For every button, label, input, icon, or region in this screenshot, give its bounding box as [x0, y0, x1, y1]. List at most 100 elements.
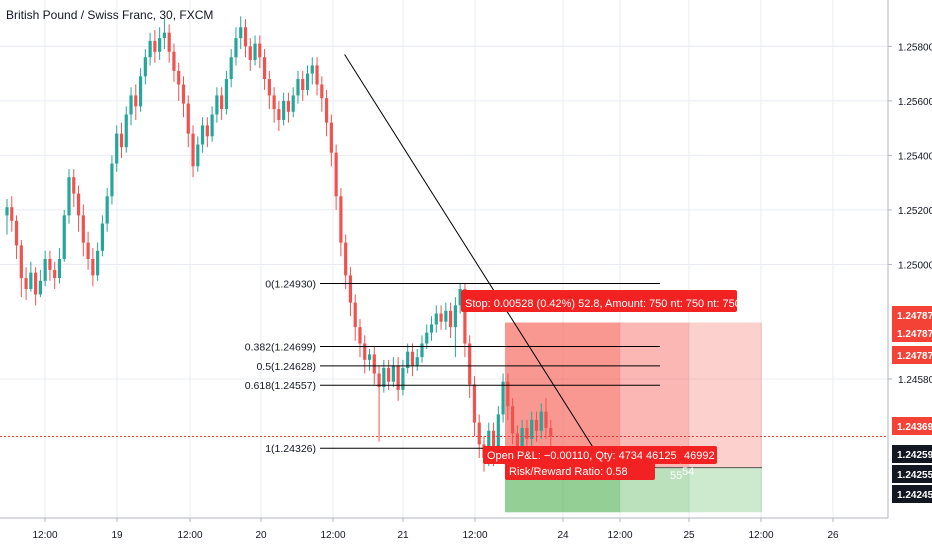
candle — [248, 38, 252, 71]
candle — [301, 70, 305, 101]
rr-label-group: Risk/Reward Ratio: 0.58 — [505, 462, 655, 480]
candle — [525, 419, 529, 450]
candle-body — [520, 428, 524, 450]
candle — [14, 215, 19, 259]
candle — [272, 87, 276, 123]
candle-body — [43, 259, 47, 281]
extra-label-2-group: 46992 — [680, 446, 717, 464]
price-badge-label: 1.24245 — [897, 490, 932, 501]
candle-body — [129, 95, 133, 115]
candle-body — [29, 272, 33, 289]
extra-label-1: 46125 — [646, 450, 677, 462]
candle-body — [353, 302, 357, 328]
candle — [177, 62, 181, 101]
candle-body — [329, 122, 333, 153]
candle-body — [48, 259, 52, 270]
candle — [348, 267, 353, 317]
candle-body — [248, 46, 252, 60]
candle — [105, 188, 109, 232]
candle — [449, 302, 453, 339]
extra-label-4: 54 — [682, 466, 694, 478]
time-axis[interactable]: 12:00 19 12:00 20 12:00 21 12:00 24 12:00 25 12:00… — [0, 517, 932, 550]
fib-label: 1(1.24326) — [265, 443, 316, 455]
price-badge-label: 1.24255 — [897, 470, 932, 481]
stop-label: Stop: 0.00528 (0.42%) 52.8, Amount: 750 … — [465, 298, 741, 310]
candle-body — [5, 207, 9, 216]
candle — [29, 261, 33, 292]
candle — [439, 305, 443, 330]
candle — [62, 209, 66, 262]
candle-body — [301, 79, 305, 90]
price-badge-label: 1.24787 — [897, 351, 932, 362]
candle-body — [444, 310, 448, 322]
candle — [229, 49, 233, 88]
candle-body — [234, 38, 238, 58]
candle-body — [210, 114, 214, 137]
extra-label-2: 46992 — [684, 450, 715, 462]
candle-body — [14, 220, 19, 246]
candle — [358, 318, 362, 358]
candle-body — [434, 313, 438, 325]
candle — [406, 343, 410, 374]
candle-body — [72, 177, 76, 194]
candle — [391, 357, 395, 388]
candle — [81, 204, 85, 257]
candle-body — [162, 32, 167, 39]
candle — [172, 43, 176, 82]
candle — [158, 27, 162, 60]
candle-body — [258, 43, 262, 58]
pnl-label: Open P&L: −0.00110, Qty: 47348 — [487, 450, 649, 462]
candle-body — [200, 125, 205, 145]
candle — [48, 250, 52, 281]
candle-body — [363, 343, 367, 360]
price-axis[interactable]: 1.25800 1.25600 1.25400 1.25200 1.25000 1.245… — [887, 0, 932, 518]
candle-body — [429, 324, 434, 333]
candle-body — [196, 144, 200, 167]
candle — [10, 196, 14, 232]
candle — [286, 92, 291, 123]
candle — [468, 335, 472, 399]
candle — [53, 261, 57, 289]
candle — [110, 155, 114, 205]
candle-body — [367, 354, 372, 360]
price-badge-label: 1.24259 — [897, 450, 932, 461]
time-tick-label: 20 — [255, 530, 267, 541]
candle-body — [391, 365, 395, 382]
price-badge-bg — [892, 465, 932, 483]
extra-label-1-bg — [642, 446, 681, 464]
time-tick-label: 25 — [683, 530, 695, 541]
candle-body — [239, 27, 243, 39]
candle-body — [191, 133, 195, 167]
candle-body — [167, 32, 171, 52]
candle-body — [138, 76, 143, 107]
candle-body — [534, 419, 539, 431]
candle-body — [515, 433, 519, 450]
candle-body — [253, 43, 257, 60]
candle-body — [310, 65, 314, 74]
candle — [38, 269, 42, 298]
candle — [310, 57, 314, 85]
candle — [382, 359, 386, 393]
candle-body — [496, 414, 500, 453]
candle — [234, 27, 238, 66]
candle — [401, 359, 405, 396]
candle — [258, 35, 262, 69]
candle — [315, 57, 319, 96]
candle — [530, 411, 534, 448]
candle-body — [415, 357, 419, 366]
candle-body — [382, 368, 386, 388]
candle — [267, 70, 271, 110]
stop-label-bg — [461, 290, 737, 312]
candle — [67, 169, 71, 224]
candle-body — [320, 84, 324, 99]
candle — [367, 348, 372, 371]
rr-label: Risk/Reward Ratio: 0.58 — [509, 466, 628, 478]
time-tick-label: 21 — [397, 530, 409, 541]
candle-body — [34, 272, 38, 295]
time-tick-label: 12:00 — [177, 530, 202, 541]
candle-body — [344, 242, 348, 276]
candle — [243, 19, 248, 58]
candle-body — [463, 288, 467, 344]
candle — [334, 144, 338, 210]
